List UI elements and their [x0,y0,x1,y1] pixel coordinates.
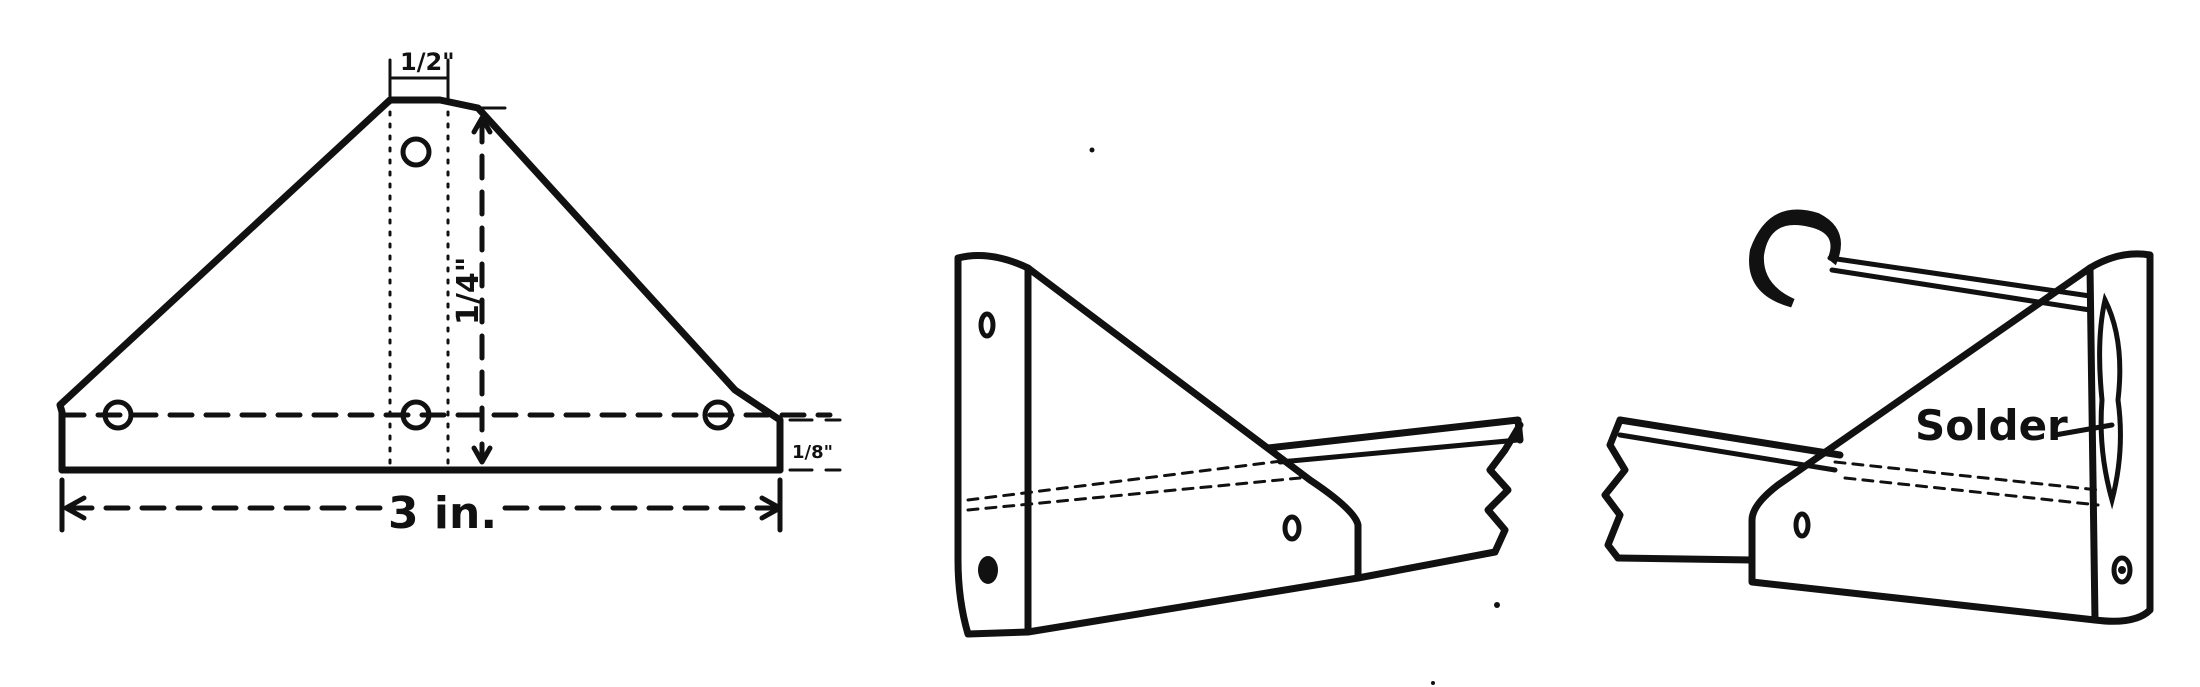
right-upright-hole-center [2118,566,2126,574]
solder-leader [2052,422,2115,438]
speck-3 [1431,681,1435,685]
edge-label: 1/8" [792,442,833,463]
hole-top [400,136,432,168]
hook-shank-bottom [1829,267,2093,313]
hole-right [702,399,734,431]
speck-2 [1494,602,1500,608]
hole-center [400,399,432,431]
right-bar-top [1616,416,1844,459]
bar-top-inner [1277,437,1521,465]
right-bar-top-inner [1617,432,1838,473]
width-label: 3 in. [388,488,497,539]
speck-1 [1089,147,1095,153]
bar-broken-end [1484,421,1524,556]
hook [1749,209,1841,308]
bar-bottom [1354,548,1499,582]
top-width-label: 1/2" [400,48,455,76]
upright-hole-bottom [978,556,998,584]
upright-hole-top [978,311,996,339]
gusset-hole [1282,514,1302,542]
height-label: 1/4" [451,257,486,325]
right-upright-edge [2087,265,2098,623]
hole-left [102,399,134,431]
right-gusset-outline [1748,264,2099,624]
bracket-right-drawing: Solder [1601,209,2154,625]
height-arrow-bottom [471,445,493,465]
right-bar-bottom [1614,554,1756,564]
right-upright-plate [2086,250,2154,625]
right-bar-broken-end [1601,416,1629,562]
solder-label: Solder [1915,401,2068,450]
height-arrow-top [471,115,493,135]
right-hidden-line-1 [1833,460,2100,492]
bracket-left-drawing [954,252,1524,638]
upright-plate [954,252,1032,638]
hidden-line-2 [966,476,1302,512]
solder-blob [2097,292,2123,510]
gusset-outline [1024,264,1362,636]
hidden-line-1 [966,458,1292,502]
right-hidden-line-2 [1843,476,2100,507]
right-gusset-hole [1793,511,1811,539]
hook-shank-top [1827,255,2093,299]
bar-top [1264,416,1524,452]
width-arrow-left [63,495,87,521]
flat-pattern-drawing: 1/4" 1/2" 1/8" 3 in. [56,48,842,539]
right-upright-hole [2111,555,2133,585]
